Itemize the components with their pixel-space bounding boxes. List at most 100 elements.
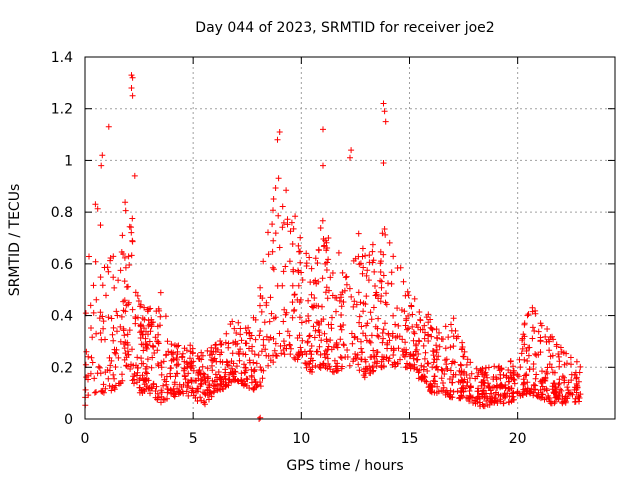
data-point: [204, 347, 211, 354]
data-point: [541, 386, 548, 393]
data-point: [368, 316, 375, 323]
data-point: [142, 377, 149, 383]
data-point: [212, 385, 219, 392]
data-point: [361, 374, 368, 381]
data-point: [325, 343, 332, 350]
data-point: [137, 335, 144, 341]
data-point: [521, 356, 528, 363]
data-point: [91, 389, 98, 396]
data-point: [326, 363, 333, 370]
data-point: [362, 332, 369, 339]
data-point: [395, 360, 401, 367]
data-point: [268, 310, 275, 317]
data-point: [226, 377, 232, 383]
data-point: [319, 217, 326, 224]
data-point: [551, 400, 558, 407]
data-point: [141, 325, 147, 332]
data-point: [320, 361, 326, 367]
data-point: [270, 266, 277, 273]
data-point: [381, 108, 388, 115]
data-point: [576, 369, 583, 376]
data-point: [167, 365, 174, 372]
data-point: [561, 361, 568, 368]
data-point: [260, 258, 267, 265]
data-point: [388, 269, 395, 276]
data-point: [121, 254, 128, 261]
data-point: [523, 371, 530, 378]
x-tick-label: 15: [401, 431, 419, 447]
data-point: [431, 356, 438, 363]
data-point: [263, 299, 270, 306]
data-point: [330, 344, 337, 351]
data-point: [217, 358, 224, 365]
data-point: [266, 318, 273, 325]
data-point: [371, 359, 378, 366]
data-point: [481, 403, 488, 410]
data-point: [216, 386, 222, 393]
data-point: [308, 343, 315, 349]
data-point: [122, 308, 129, 315]
data-point: [129, 346, 135, 353]
data-point: [224, 359, 231, 366]
data-point: [356, 313, 363, 320]
data-point: [251, 351, 258, 358]
data-point: [82, 386, 89, 393]
y-tick-label: 0.2: [51, 360, 73, 376]
data-point: [105, 123, 112, 130]
data-point: [261, 319, 268, 326]
data-point: [333, 367, 340, 374]
data-point: [476, 393, 482, 400]
data-point: [161, 376, 168, 383]
data-point: [194, 353, 201, 359]
data-point: [150, 381, 157, 388]
data-point: [341, 342, 347, 349]
data-point: [95, 363, 102, 370]
data-point: [375, 333, 382, 340]
data-point: [415, 324, 421, 331]
data-point: [100, 325, 107, 332]
data-point: [115, 380, 122, 387]
data-point: [295, 282, 302, 289]
data-point: [457, 379, 464, 386]
data-point: [113, 308, 120, 315]
data-point: [257, 364, 264, 371]
data-point: [544, 370, 551, 377]
data-point: [356, 261, 363, 268]
data-point: [90, 309, 97, 316]
data-point: [433, 342, 440, 349]
data-point: [257, 284, 264, 291]
data-point: [217, 338, 224, 344]
data-point: [250, 314, 257, 321]
data-point: [333, 339, 340, 346]
data-point: [247, 335, 254, 342]
data-point: [308, 265, 315, 272]
data-point: [340, 299, 347, 305]
data-point: [160, 358, 167, 365]
data-point: [567, 354, 574, 361]
data-point: [247, 359, 253, 366]
data-point: [475, 385, 481, 392]
data-point: [260, 342, 267, 349]
data-point: [339, 363, 346, 370]
data-point: [518, 350, 525, 357]
data-point: [97, 274, 104, 281]
data-point: [468, 370, 475, 377]
data-point: [428, 325, 435, 332]
data-point: [144, 306, 151, 313]
data-point: [115, 354, 122, 361]
data-point: [460, 378, 467, 385]
data-point: [105, 375, 112, 382]
data-point: [425, 311, 432, 318]
data-point: [136, 389, 143, 396]
data-point: [306, 360, 313, 367]
data-point: [194, 385, 201, 392]
data-point: [299, 337, 306, 344]
data-point: [132, 320, 139, 327]
data-point: [546, 361, 553, 368]
data-point: [458, 369, 465, 375]
data-point: [305, 317, 312, 324]
data-point: [146, 338, 153, 345]
data-point: [125, 283, 131, 290]
data-point: [120, 251, 127, 257]
data-point: [498, 366, 505, 373]
